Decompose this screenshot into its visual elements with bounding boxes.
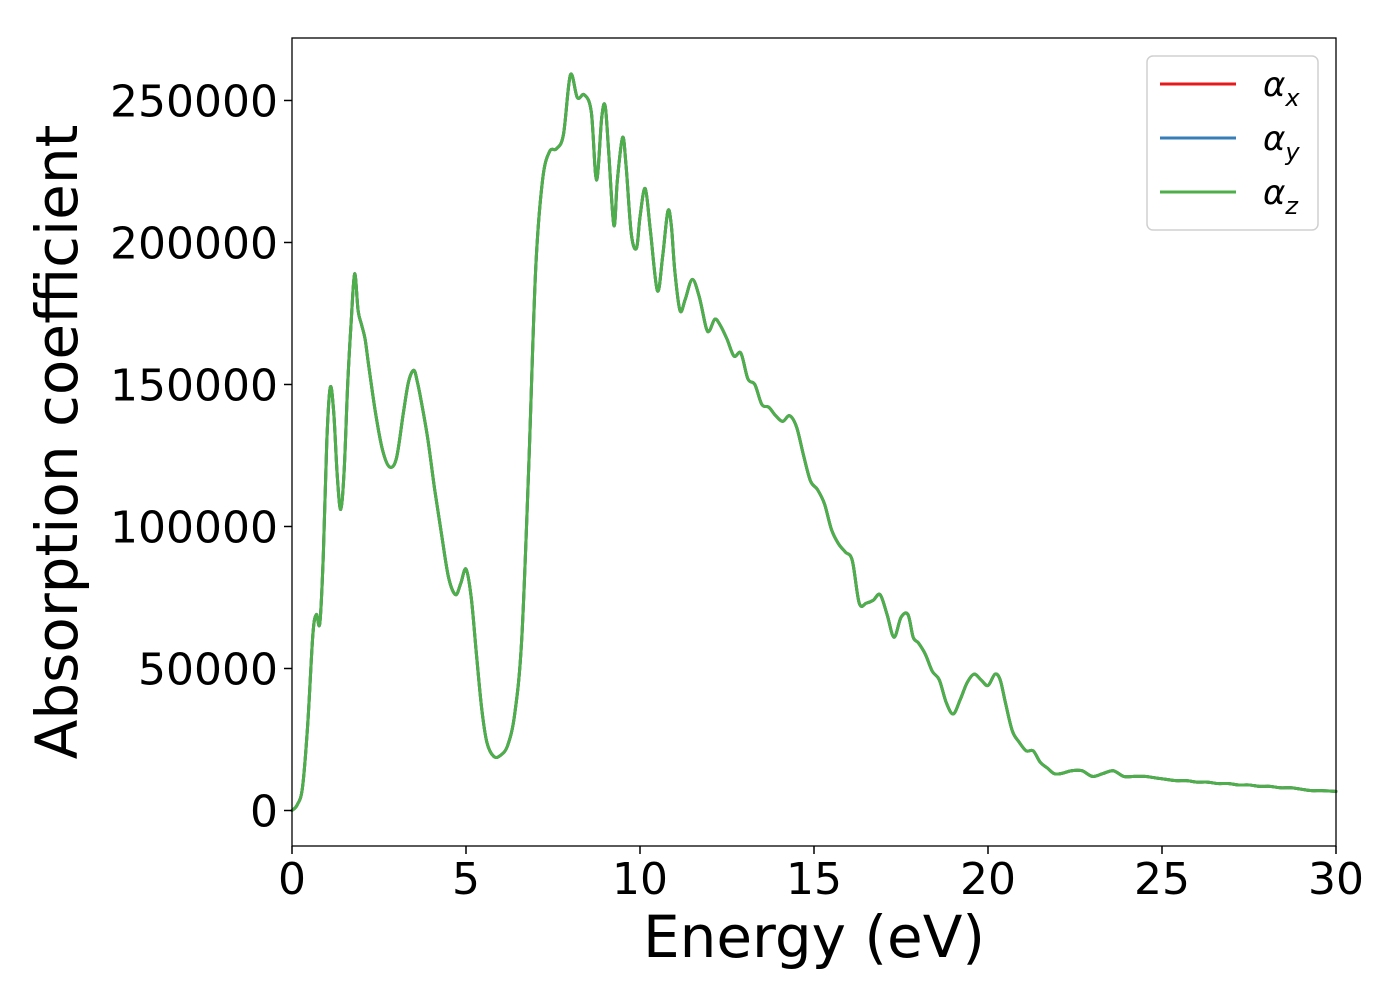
y-axis: 0 50000 100000 150000 200000 250000	[110, 76, 292, 837]
legend: αx αy αz	[1146, 55, 1319, 231]
legend-label-y: αy	[1263, 119, 1300, 166]
x-axis: 0 5 10 15 20 25 30	[278, 846, 1364, 905]
x-axis-label: Energy (eV)	[643, 903, 985, 971]
series-layer	[290, 72, 1338, 812]
x-tick-label: 25	[1134, 854, 1190, 905]
legend-label-x: αx	[1263, 65, 1300, 112]
legend-items: αx αy αz	[1160, 65, 1300, 220]
y-tick-label: 0	[250, 786, 278, 837]
y-tick-label: 150000	[110, 360, 278, 411]
legend-box	[1146, 55, 1319, 231]
x-tick-label: 5	[452, 854, 480, 905]
x-tick-label: 30	[1308, 854, 1364, 905]
x-tick-label: 20	[960, 854, 1016, 905]
y-axis-label: Absorption coefficient	[23, 125, 91, 760]
x-tick-label: 10	[612, 854, 668, 905]
y-tick-label: 250000	[110, 76, 278, 127]
series-line-z	[290, 72, 1338, 812]
legend-label-z: αz	[1263, 173, 1299, 220]
y-tick-label: 50000	[138, 644, 278, 695]
y-tick-label: 100000	[110, 502, 278, 553]
y-tick-label: 200000	[110, 218, 278, 269]
x-tick-label: 0	[278, 854, 306, 905]
x-tick-label: 15	[786, 854, 842, 905]
